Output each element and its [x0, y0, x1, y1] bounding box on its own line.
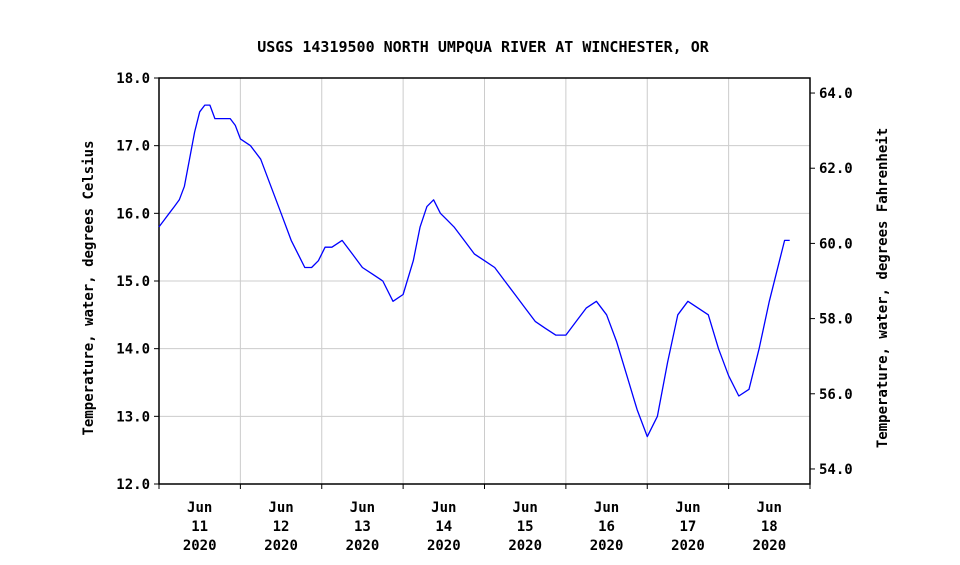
x-tick-month: Jun — [431, 500, 456, 516]
x-tick-day: 12 — [273, 519, 290, 535]
left-axis-ticks: 12.0 13.0 14.0 15.0 16.0 17.0 18.0 — [116, 71, 159, 493]
right-tick-label: 64.0 — [819, 86, 853, 102]
x-tick-month: Jun — [513, 500, 538, 516]
x-tick-label: Jun 17 2020 — [671, 500, 705, 554]
x-tick-year: 2020 — [590, 538, 624, 554]
x-tick-label: Jun 11 2020 — [183, 500, 217, 554]
x-tick-day: 11 — [191, 519, 208, 535]
x-tick-day: 15 — [517, 519, 534, 535]
left-tick-label: 17.0 — [116, 139, 150, 155]
x-tick-day: 14 — [435, 519, 452, 535]
x-tick-label: Jun 18 2020 — [752, 500, 786, 554]
x-tick-year: 2020 — [671, 538, 705, 554]
x-tick-month: Jun — [350, 500, 375, 516]
right-tick-label: 62.0 — [819, 161, 853, 177]
x-tick-month: Jun — [187, 500, 212, 516]
x-axis-ticks: Jun 11 2020 Jun 12 2020 Jun 13 2020 Jun 14 2020 Jun 1… — [158, 484, 811, 554]
x-tick-label: Jun 12 2020 — [264, 500, 298, 554]
x-tick-month: Jun — [675, 500, 700, 516]
left-tick-label: 14.0 — [116, 342, 150, 358]
series-layer — [158, 104, 790, 438]
y-axis-label-fahrenheit: Temperature, water, degrees Fahrenheit — [875, 128, 891, 448]
right-tick-label: 60.0 — [819, 236, 853, 252]
x-tick-year: 2020 — [346, 538, 380, 554]
grid-lines — [159, 77, 810, 485]
chart-title: USGS 14319500 NORTH UMPQUA RIVER AT WINC… — [257, 38, 710, 56]
x-tick-day: 18 — [761, 519, 778, 535]
x-tick-month: Jun — [757, 500, 782, 516]
left-tick-label: 12.0 — [116, 477, 150, 493]
x-tick-label: Jun 15 2020 — [508, 500, 542, 554]
series-line — [158, 104, 790, 438]
x-tick-year: 2020 — [427, 538, 461, 554]
x-tick-label: Jun 13 2020 — [346, 500, 380, 554]
x-tick-month: Jun — [594, 500, 619, 516]
x-tick-day: 13 — [354, 519, 371, 535]
right-axis-ticks: 54.0 56.0 58.0 60.0 62.0 64.0 — [810, 86, 853, 478]
right-tick-label: 58.0 — [819, 312, 853, 328]
x-tick-day: 16 — [598, 519, 615, 535]
left-tick-label: 13.0 — [116, 409, 150, 425]
left-tick-label: 15.0 — [116, 274, 150, 290]
x-tick-day: 17 — [680, 519, 697, 535]
x-tick-label: Jun 16 2020 — [590, 500, 624, 554]
right-tick-label: 56.0 — [819, 387, 853, 403]
left-tick-label: 18.0 — [116, 71, 150, 87]
x-tick-year: 2020 — [183, 538, 217, 554]
right-tick-label: 54.0 — [819, 462, 853, 478]
left-tick-label: 16.0 — [116, 206, 150, 222]
x-tick-label: Jun 14 2020 — [427, 500, 461, 554]
x-tick-month: Jun — [268, 500, 293, 516]
x-tick-year: 2020 — [264, 538, 298, 554]
x-tick-year: 2020 — [508, 538, 542, 554]
y-axis-label-celsius: Temperature, water, degrees Celsius — [81, 140, 97, 435]
x-tick-year: 2020 — [752, 538, 786, 554]
